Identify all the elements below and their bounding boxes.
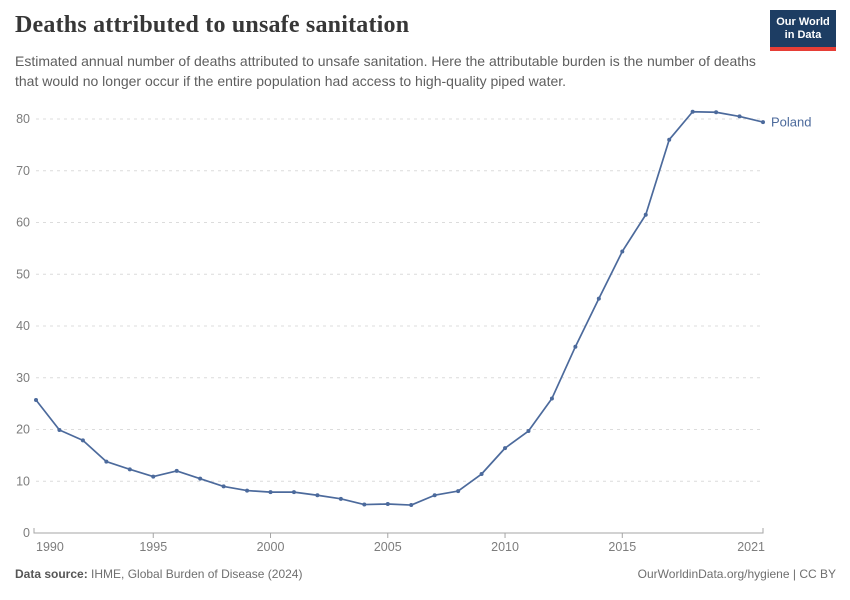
y-tick-label: 80 bbox=[16, 112, 30, 126]
data-point[interactable] bbox=[526, 429, 531, 434]
owid-logo-line1: Our World bbox=[776, 16, 830, 28]
y-tick-label: 40 bbox=[16, 319, 30, 333]
y-tick-label: 50 bbox=[16, 267, 30, 281]
data-point[interactable] bbox=[57, 428, 62, 433]
data-point[interactable] bbox=[573, 344, 578, 349]
y-tick-label: 30 bbox=[16, 371, 30, 385]
y-tick-label: 70 bbox=[16, 164, 30, 178]
chart-subtitle: Estimated annual number of deaths attrib… bbox=[15, 53, 756, 89]
data-point[interactable] bbox=[549, 396, 554, 401]
owid-logo[interactable]: Our World in Data bbox=[770, 10, 836, 51]
data-point[interactable] bbox=[643, 212, 648, 217]
series-label[interactable]: Poland bbox=[771, 115, 811, 130]
data-point[interactable] bbox=[596, 296, 601, 301]
data-source-text: IHME, Global Burden of Disease (2024) bbox=[87, 567, 303, 581]
data-point[interactable] bbox=[127, 467, 132, 472]
y-tick-label: 0 bbox=[23, 526, 30, 540]
y-tick-label: 20 bbox=[16, 423, 30, 437]
data-line[interactable] bbox=[35, 110, 764, 506]
data-point[interactable] bbox=[221, 484, 226, 489]
data-point[interactable] bbox=[338, 496, 343, 501]
data-point[interactable] bbox=[456, 489, 461, 494]
data-point[interactable] bbox=[714, 110, 719, 115]
x-tick-label: 2010 bbox=[491, 540, 519, 554]
x-tick-label: 2015 bbox=[608, 540, 636, 554]
credit-link[interactable]: OurWorldinData.org/hygiene | CC BY bbox=[637, 567, 836, 581]
data-point[interactable] bbox=[385, 502, 390, 507]
y-tick-label: 10 bbox=[16, 474, 30, 488]
y-tick-label: 60 bbox=[16, 216, 30, 230]
data-point[interactable] bbox=[667, 137, 672, 142]
data-point[interactable] bbox=[503, 446, 508, 451]
data-point[interactable] bbox=[690, 109, 695, 114]
data-point[interactable] bbox=[761, 120, 765, 125]
data-point[interactable] bbox=[362, 502, 367, 507]
data-source-note: Data source: IHME, Global Burden of Dise… bbox=[15, 567, 302, 581]
data-point[interactable] bbox=[479, 472, 484, 477]
owid-logo-line2: in Data bbox=[784, 29, 822, 41]
data-point[interactable] bbox=[80, 438, 85, 443]
x-tick-label: 2005 bbox=[374, 540, 402, 554]
data-source-label: Data source: bbox=[15, 567, 88, 581]
data-point[interactable] bbox=[104, 459, 109, 464]
data-point[interactable] bbox=[315, 493, 320, 498]
x-tick-label: 2021 bbox=[737, 540, 765, 554]
data-point[interactable] bbox=[291, 490, 296, 495]
data-point[interactable] bbox=[737, 114, 742, 119]
x-tick-label: 1990 bbox=[36, 540, 64, 554]
x-tick-label: 2000 bbox=[257, 540, 285, 554]
data-point[interactable] bbox=[620, 249, 625, 254]
data-point[interactable] bbox=[34, 398, 38, 403]
data-point[interactable] bbox=[198, 476, 203, 481]
x-tick-label: 1995 bbox=[139, 540, 167, 554]
data-point[interactable] bbox=[174, 468, 179, 473]
page-title: Deaths attributed to unsafe sanitation bbox=[15, 12, 410, 38]
data-point[interactable] bbox=[432, 493, 437, 498]
data-point[interactable] bbox=[151, 474, 156, 479]
data-point[interactable] bbox=[268, 490, 273, 495]
data-point[interactable] bbox=[245, 488, 250, 493]
x-axis-line bbox=[33, 528, 764, 534]
data-point[interactable] bbox=[409, 503, 414, 508]
